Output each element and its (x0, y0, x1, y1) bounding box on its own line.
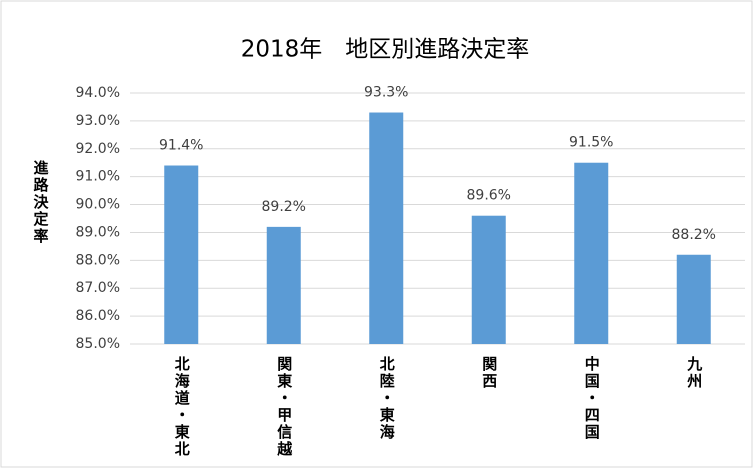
y-tick-label: 92.0% (76, 141, 120, 157)
x-tick-label: 関西 (480, 356, 498, 390)
value-label: 88.2% (672, 227, 716, 243)
x-tick-label: 中国・四国 (583, 355, 601, 441)
y-tick-label: 86.0% (76, 308, 120, 324)
value-label: 91.5% (569, 135, 613, 151)
bar (471, 215, 506, 344)
y-tick-label: 87.0% (76, 280, 120, 296)
y-tick-label: 89.0% (76, 224, 120, 240)
value-label: 89.6% (467, 188, 511, 204)
value-label: 91.4% (159, 138, 203, 154)
y-tick-label: 93.0% (76, 113, 120, 129)
y-tick-label: 90.0% (76, 197, 120, 213)
value-label: 93.3% (364, 85, 408, 101)
bar (574, 162, 609, 344)
y-tick-label: 85.0% (76, 336, 120, 352)
x-tick-label: 北海道・東北 (173, 356, 191, 458)
y-tick-label: 94.0% (76, 85, 120, 101)
y-tick-label: 88.0% (76, 252, 120, 268)
chart-title: 2018年 地区別進路決定率 (241, 37, 530, 63)
value-label: 89.2% (262, 199, 306, 215)
x-tick-label: 北陸・東海 (378, 356, 396, 441)
bar (676, 254, 711, 344)
bar (266, 226, 301, 344)
x-tick-label: 関東・甲信越 (275, 356, 293, 458)
y-tick-label: 91.0% (76, 169, 120, 185)
bar (164, 165, 199, 344)
bar (369, 112, 404, 345)
x-tick-label: 九州 (685, 355, 703, 390)
y-axis-label: 進路決定率 (32, 160, 50, 245)
